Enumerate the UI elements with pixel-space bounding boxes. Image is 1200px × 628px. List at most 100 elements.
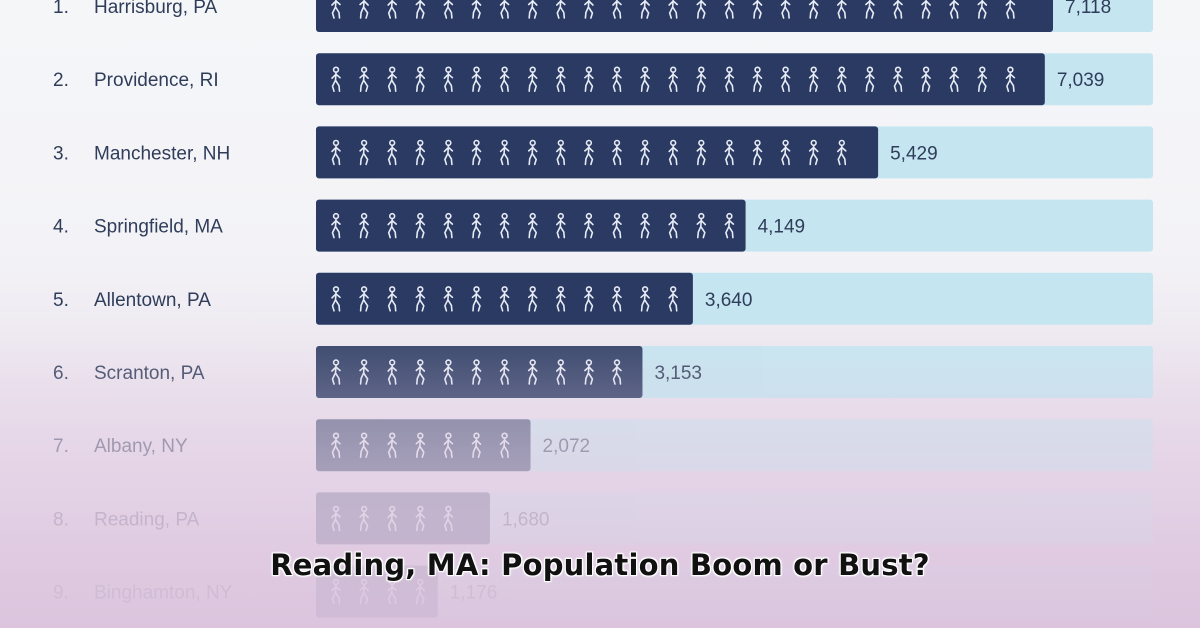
- bar: [316, 0, 1053, 32]
- walking-person-icon: [527, 286, 538, 312]
- walking-person-icon: [499, 286, 510, 312]
- walking-person-icon: [387, 139, 398, 166]
- walking-person-icon: [584, 0, 594, 19]
- walking-person-icon: [865, 66, 875, 92]
- walking-person-icon: [977, 0, 988, 19]
- value-label: 2,072: [543, 436, 591, 457]
- walking-person-icon: [555, 66, 566, 92]
- bar-row: 5. Allentown, PA 3,640: [53, 272, 1153, 325]
- walking-person-icon: [415, 66, 426, 92]
- value-label: 1,176: [450, 583, 498, 604]
- walking-person-icon: [724, 212, 735, 239]
- category-label: Albany, NY: [94, 436, 188, 457]
- rank-label: 3.: [53, 143, 69, 164]
- walking-person-icon: [668, 286, 679, 312]
- walking-person-icon: [724, 0, 735, 19]
- bar-row: 3. Manchester, NH 5,429: [53, 126, 1153, 179]
- bar: [316, 199, 746, 252]
- walking-person-icon: [612, 212, 622, 239]
- walking-person-icon: [724, 139, 735, 166]
- bar-row: 6. Scranton, PA 3,153: [53, 346, 1153, 398]
- category-label: Binghamton, NY: [94, 583, 233, 604]
- rank-label: 2.: [53, 70, 69, 91]
- walking-person-icon: [471, 212, 482, 239]
- bar-row: 7. Albany, NY 2,072: [53, 419, 1153, 472]
- walking-person-icon: [752, 0, 763, 19]
- walking-person-icon: [696, 212, 707, 239]
- walking-person-icon: [471, 139, 482, 166]
- category-label: Harrisburg, PA: [94, 0, 218, 18]
- walking-person-icon: [893, 66, 903, 92]
- walking-person-icon: [668, 0, 679, 19]
- value-label: 3,640: [705, 290, 753, 311]
- walking-person-icon: [331, 139, 341, 166]
- walking-person-icon: [359, 139, 369, 166]
- walking-person-icon: [527, 0, 538, 19]
- walking-person-icon: [612, 66, 622, 92]
- walking-person-icon: [415, 139, 426, 166]
- walking-person-icon: [752, 66, 763, 92]
- walking-person-icon: [584, 66, 594, 92]
- bar-row: 2. Providence, RI 7,039: [53, 53, 1153, 106]
- category-label: Springfield, MA: [94, 217, 223, 238]
- walking-person-icon: [555, 212, 566, 239]
- category-label: Providence, RI: [94, 70, 219, 91]
- bar-row: 4. Springfield, MA 4,149: [53, 199, 1153, 252]
- walking-person-icon: [527, 66, 538, 92]
- walking-person-icon: [415, 286, 426, 312]
- walking-person-icon: [668, 212, 679, 239]
- walking-person-icon: [668, 66, 679, 92]
- walking-person-icon: [359, 66, 369, 92]
- walking-person-icon: [499, 0, 510, 19]
- walking-person-icon: [443, 0, 454, 19]
- walking-person-icon: [499, 66, 510, 92]
- rank-label: 6.: [53, 363, 69, 384]
- walking-person-icon: [555, 139, 566, 166]
- walking-person-icon: [808, 66, 819, 92]
- walking-person-icon: [443, 139, 454, 166]
- value-label: 7,039: [1057, 70, 1105, 91]
- walking-person-icon: [331, 66, 341, 92]
- value-label: 4,149: [758, 217, 806, 238]
- walking-person-icon: [808, 0, 819, 19]
- walking-person-icon: [387, 66, 398, 92]
- value-label: 1,680: [502, 509, 550, 530]
- walking-person-icon: [331, 0, 341, 19]
- walking-person-icon: [921, 0, 931, 19]
- bar: [316, 346, 643, 398]
- walking-person-icon: [331, 286, 341, 312]
- walking-person-icon: [836, 66, 847, 92]
- walking-person-icon: [949, 0, 960, 19]
- bar: [316, 53, 1045, 106]
- walking-person-icon: [584, 286, 594, 312]
- rank-label: 8.: [53, 509, 69, 530]
- walking-person-icon: [387, 286, 398, 312]
- rank-label: 7.: [53, 436, 69, 457]
- rank-label: 1.: [53, 0, 69, 18]
- walking-person-icon: [499, 139, 510, 166]
- walking-person-icon: [1005, 66, 1016, 92]
- walking-person-icon: [471, 286, 482, 312]
- walking-person-icon: [640, 66, 650, 92]
- walking-person-icon: [808, 139, 819, 166]
- walking-person-icon: [415, 0, 426, 19]
- walking-person-icon: [471, 66, 482, 92]
- walking-person-icon: [359, 0, 369, 19]
- walking-person-icon: [696, 139, 707, 166]
- bar: [316, 492, 490, 545]
- walking-person-icon: [1005, 0, 1016, 19]
- walking-person-icon: [949, 66, 960, 92]
- walking-person-icon: [640, 0, 650, 19]
- walking-person-icon: [612, 139, 622, 166]
- value-label: 7,118: [1065, 0, 1111, 18]
- walking-person-icon: [415, 212, 426, 239]
- walking-person-icon: [387, 0, 398, 19]
- walking-person-icon: [640, 139, 650, 166]
- walking-person-icon: [893, 0, 903, 19]
- walking-person-icon: [527, 139, 538, 166]
- walking-person-icon: [443, 66, 454, 92]
- bar-row: 1. Harrisburg, PA 7,118: [53, 0, 1153, 32]
- walking-person-icon: [555, 286, 566, 312]
- walking-person-icon: [780, 66, 791, 92]
